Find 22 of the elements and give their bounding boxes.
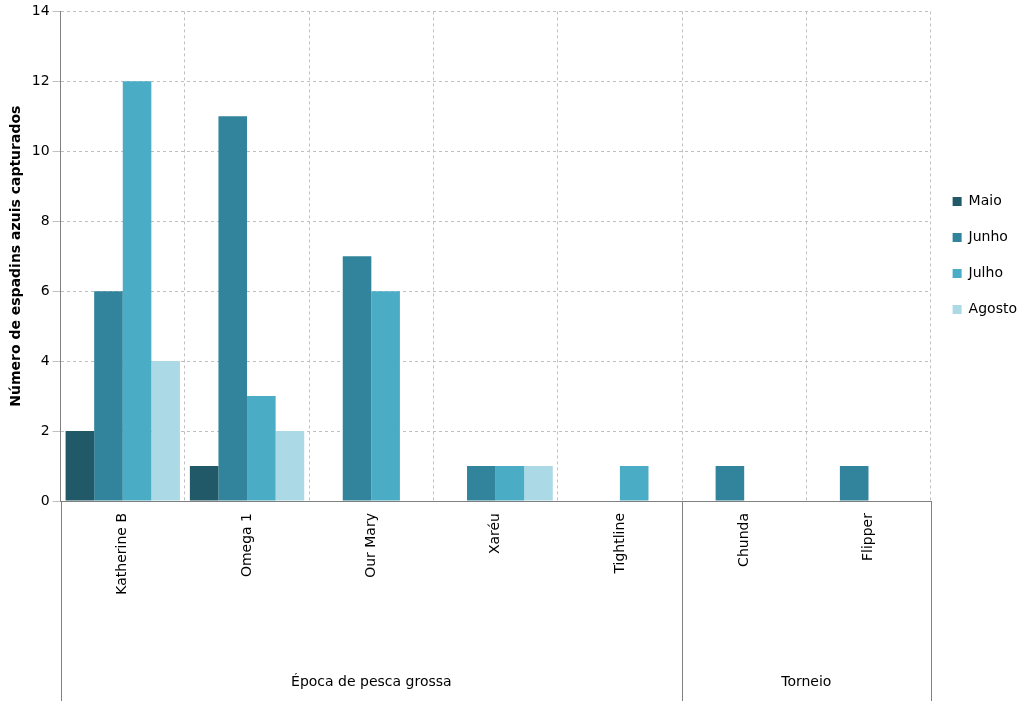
x-tick-label: Flipper	[859, 512, 876, 561]
legend-label: Julho	[967, 264, 1003, 281]
x-tick-label: Xaréu	[486, 513, 503, 555]
legend-label: Junho	[967, 228, 1008, 245]
text: Época de pesca grossa	[291, 672, 452, 689]
y-tick-label: 8	[40, 211, 50, 228]
y-tick-label: 6	[40, 281, 50, 298]
y-tick-label: 4	[40, 351, 50, 368]
x-tick-label: Our Mary	[361, 513, 378, 578]
x-tick-label: Tightline	[610, 513, 627, 575]
legend-label: Agosto	[968, 300, 1018, 317]
y-tick-label: 0	[40, 491, 50, 508]
y-tick-label: 12	[31, 71, 50, 88]
legend-label: Maio	[968, 192, 1002, 209]
y-axis-title: Número de espadins azuis capturados	[7, 105, 24, 407]
x-tick-label: Katherine B	[113, 513, 130, 595]
x-tick-label: Omega 1	[237, 513, 254, 578]
text: Torneio	[780, 672, 832, 689]
y-tick-label: 14	[31, 2, 50, 19]
y-tick-label: 2	[40, 421, 50, 438]
x-tick-label: Chunda	[734, 513, 751, 567]
y-tick-label: 10	[31, 141, 50, 158]
